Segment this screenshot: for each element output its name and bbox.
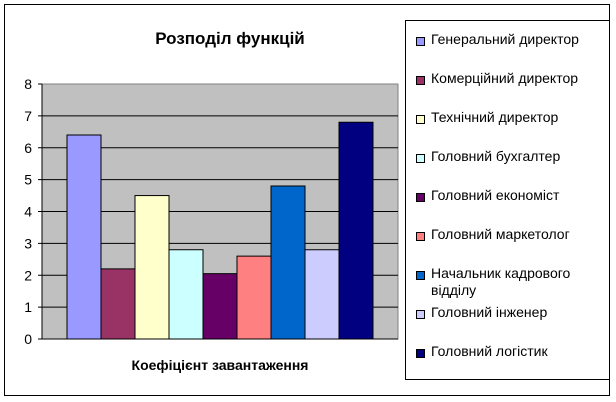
- chart-legend: Генеральний директор Комерційний директор…: [405, 20, 610, 380]
- legend-label: Головний логістик: [431, 343, 548, 359]
- legend-swatch: [416, 232, 425, 241]
- y-axis-ticks: 0 1 2 3 4 5 6 7 8: [24, 76, 42, 347]
- bar: [100, 268, 136, 340]
- y-tick-label: 4: [24, 204, 32, 220]
- legend-swatch: [416, 349, 425, 358]
- y-tick-label: 1: [24, 299, 32, 315]
- y-tick-label: 7: [24, 108, 32, 124]
- bar: [168, 249, 204, 340]
- legend-swatch: [416, 310, 425, 319]
- legend-swatch: [416, 76, 425, 85]
- legend-label: Генеральний директор: [431, 31, 579, 47]
- legend-label: Головний економіст: [431, 187, 560, 203]
- bar: [134, 195, 170, 340]
- y-tick-label: 3: [24, 235, 32, 251]
- legend-label: Головний бухгалтер: [431, 148, 561, 164]
- legend-swatch: [416, 193, 425, 202]
- legend-swatch: [416, 37, 425, 46]
- legend-swatch: [416, 115, 425, 124]
- y-tick-label: 5: [24, 172, 32, 188]
- x-axis-label: Коефіцієнт завантаження: [132, 357, 309, 373]
- y-tick-label: 0: [24, 331, 32, 347]
- legend-label: Головний інженер: [431, 304, 548, 320]
- legend-label: Начальник кадрового відділу: [431, 265, 571, 298]
- legend-swatch: [416, 271, 425, 280]
- y-tick-label: 6: [24, 140, 32, 156]
- bar: [338, 121, 374, 340]
- bar: [236, 255, 272, 340]
- legend-swatch: [416, 154, 425, 163]
- bar: [304, 249, 340, 340]
- bar: [66, 134, 102, 340]
- bar: [202, 273, 238, 340]
- bar: [270, 185, 306, 340]
- y-tick-label: 2: [24, 267, 32, 283]
- y-tick-label: 8: [24, 76, 32, 92]
- legend-label: Головний маркетолог: [431, 226, 570, 242]
- bars: [66, 121, 374, 340]
- legend-label: Технічний директор: [431, 109, 559, 125]
- chart-title: Розподіл функцій: [155, 29, 305, 48]
- legend-label: Комерційний директор: [431, 70, 579, 86]
